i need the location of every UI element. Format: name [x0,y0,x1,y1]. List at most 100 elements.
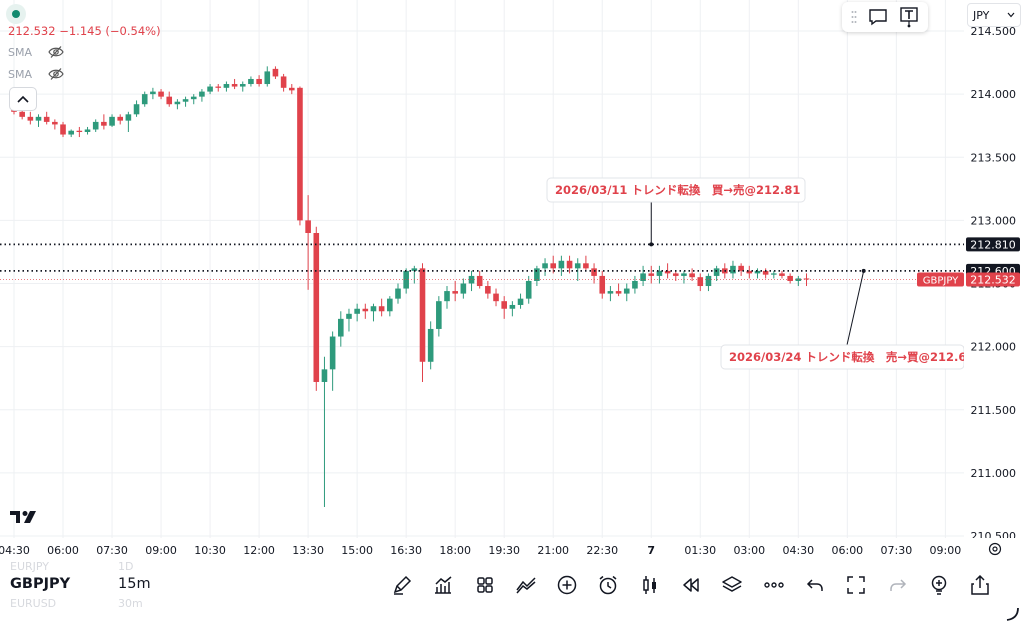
candle-body [19,111,25,117]
indicators-icon[interactable] [429,571,457,599]
candle-body [52,121,58,125]
y-tick-label: 211.500 [971,404,1017,417]
candle-body [174,101,181,105]
replay-icon[interactable] [677,571,705,599]
candle-body [199,91,205,97]
ghost-interval-below: 30m [118,597,143,610]
candle-body [738,265,744,271]
ghost-symbol-below: EURUSD [10,597,57,610]
y-tick-label: 213.000 [971,214,1017,227]
price-axis[interactable]: 214.500214.000213.500213.000212.500212.0… [917,0,1024,543]
candle-body [574,263,581,269]
compare-icon[interactable] [512,571,540,599]
candle-body [387,298,393,312]
candle-body [354,308,360,314]
candle-body [362,308,369,312]
time-axis-bg [0,538,1024,558]
tradingview-logo [10,511,36,523]
share-icon[interactable] [966,571,994,599]
x-tick-label: 09:00 [930,544,962,557]
candle-body [158,91,164,97]
bottom-toolbar [388,568,1007,602]
annotations[interactable]: 2026/03/11 トレンド転換 買→売@212.81 2026/03/24 ト… [546,177,974,370]
price-label-bg[interactable] [966,237,1020,252]
candle-body [493,293,499,302]
grid-layout-icon[interactable] [471,571,499,599]
price-label: 212.810 [970,238,1016,251]
x-tick-label: 04:30 [0,544,30,557]
comment-icon[interactable] [868,8,888,26]
x-tick-label: 07:30 [96,544,128,557]
chevron-down-icon [1007,12,1015,18]
x-tick-label: 09:00 [145,544,177,557]
candle-body [370,306,377,312]
idea-icon[interactable] [925,571,953,599]
collapse-legend-button[interactable] [9,87,37,111]
annotation-box[interactable] [546,177,806,203]
indicator-label: SMA [8,45,32,59]
symbol-selector[interactable]: GBPJPY [10,576,71,592]
y-tick-label: 214.000 [971,88,1017,101]
candle-body [190,96,197,100]
candle-body [746,270,753,274]
resize-handle-icon[interactable] [1004,606,1020,622]
redo-icon[interactable] [884,571,912,599]
x-tick-label: 19:30 [488,544,520,557]
candle-body [84,129,91,132]
candle-body [125,114,132,121]
drag-handle-icon[interactable] [851,10,857,24]
candles-icon[interactable] [636,571,664,599]
candle-body [133,104,140,115]
settings-icon[interactable] [988,542,1002,556]
candle-body [672,273,679,276]
time-axis[interactable]: 04:30 06:00 07:30 09:00 10:30 12:00 13:30 15:00… [0,538,1024,558]
candle-body [321,369,328,382]
candle-body [411,268,418,271]
symbol-tag-bg [917,272,964,287]
plus-circle-icon[interactable] [553,571,581,599]
candle-body [534,268,540,281]
candle-body [697,277,704,287]
ghost-interval-above: 1D [118,560,134,573]
annotation-text[interactable]: 2026/03/24 トレンド転換 売→買@212.60 [729,350,974,364]
candle-body [664,270,671,274]
undo-icon[interactable] [801,571,829,599]
candle-body [101,121,107,126]
chevron-up-icon [17,95,29,103]
candle-body [223,84,230,88]
candle-body [689,273,695,278]
x-tick-label: 06:00 [47,544,79,557]
fullscreen-icon[interactable] [842,571,870,599]
candle-body [166,96,173,105]
y-tick-label: 213.500 [971,151,1017,164]
interval-selector[interactable]: 15m [118,576,151,592]
candle-body [550,263,557,269]
candle-body [656,270,663,276]
pencil-icon[interactable] [388,571,416,599]
annotation-text[interactable]: 2026/03/11 トレンド転換 買→売@212.81 [555,183,800,197]
candle-body [280,76,287,88]
text-tool-icon[interactable] [899,6,919,28]
candle-body [182,99,189,102]
alarm-clock-icon[interactable] [594,571,622,599]
candle-body [256,78,262,85]
currency-select[interactable]: JPY [967,3,1021,27]
indicator-sma-1[interactable]: SMA [8,45,64,59]
ghost-symbol-above: EURJPY [10,560,49,573]
eye-off-icon[interactable] [48,67,64,81]
layers-icon[interactable] [718,571,746,599]
candle-body [542,263,548,269]
candle-body [623,288,630,294]
candle-body [607,291,614,294]
candle-body [779,273,785,276]
candle-body [803,278,810,280]
indicator-sma-2[interactable]: SMA [8,67,64,81]
eye-off-icon[interactable] [48,45,64,59]
candle-body [427,328,434,362]
candle-body [713,268,720,276]
candle-body [436,301,442,329]
price-label-bg[interactable] [966,272,1020,287]
more-icon[interactable] [760,571,788,599]
horizontal-lines[interactable] [0,243,964,280]
